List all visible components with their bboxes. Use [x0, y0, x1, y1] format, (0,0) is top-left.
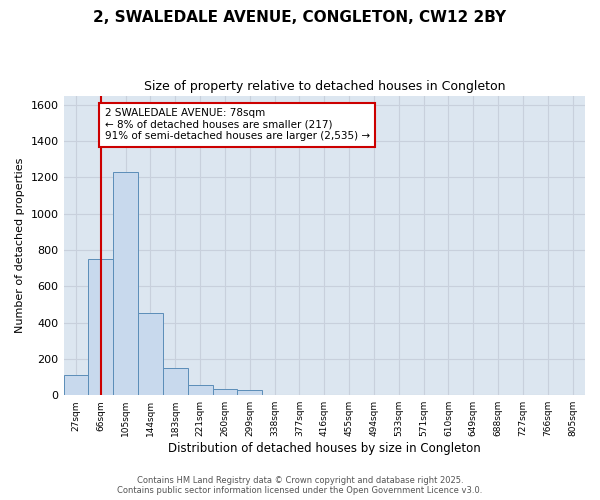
Bar [212, 389, 238, 395]
Text: 2 SWALEDALE AVENUE: 78sqm
← 8% of detached houses are smaller (217)
91% of semi-: 2 SWALEDALE AVENUE: 78sqm ← 8% of detach… [104, 108, 370, 142]
Bar [113, 172, 138, 395]
Title: Size of property relative to detached houses in Congleton: Size of property relative to detached ho… [143, 80, 505, 93]
Bar [238, 390, 262, 395]
Bar [64, 375, 88, 395]
Bar [88, 259, 113, 395]
Bar [163, 368, 188, 395]
Bar [188, 385, 212, 395]
Text: Contains HM Land Registry data © Crown copyright and database right 2025.
Contai: Contains HM Land Registry data © Crown c… [118, 476, 482, 495]
Text: 2, SWALEDALE AVENUE, CONGLETON, CW12 2BY: 2, SWALEDALE AVENUE, CONGLETON, CW12 2BY [94, 10, 506, 25]
Y-axis label: Number of detached properties: Number of detached properties [15, 158, 25, 333]
Bar [138, 314, 163, 395]
X-axis label: Distribution of detached houses by size in Congleton: Distribution of detached houses by size … [168, 442, 481, 455]
